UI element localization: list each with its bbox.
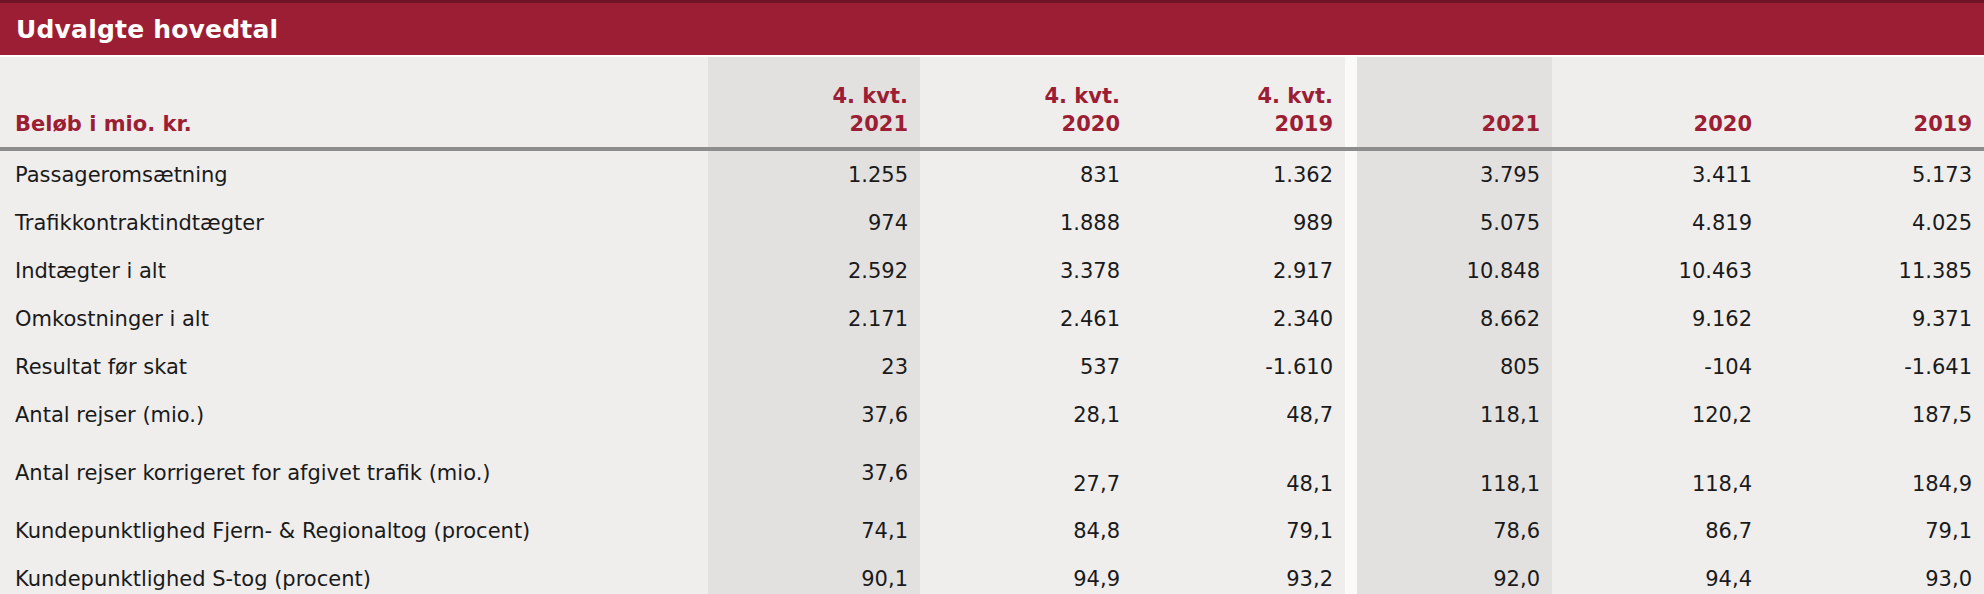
table-cell: 2.592 xyxy=(708,247,920,295)
table-cell: 9.371 xyxy=(1764,295,1984,343)
row-label: Omkostninger i alt xyxy=(0,295,708,343)
table-cell: 3.795 xyxy=(1357,149,1552,199)
col-header-2020: 2020 xyxy=(1552,57,1764,149)
table-row: Antal rejser korrigeret for afgivet traf… xyxy=(0,439,1984,507)
table-cell: 831 xyxy=(920,149,1132,199)
col-header-q4-2019: 4. kvt.2019 xyxy=(1132,57,1345,149)
row-label: Antal rejser korrigeret for afgivet traf… xyxy=(0,439,708,507)
table-cell: 48,7 xyxy=(1132,391,1345,439)
table-cell: 5.173 xyxy=(1764,149,1984,199)
table-cell: 90,1 xyxy=(708,555,920,594)
col-header-q4-2021: 4. kvt.2021 xyxy=(708,57,920,149)
table-cell: 10.848 xyxy=(1357,247,1552,295)
table-cell: 989 xyxy=(1132,199,1345,247)
table-cell: 37,6 xyxy=(708,391,920,439)
table-cell: 2.340 xyxy=(1132,295,1345,343)
table-cell: 4.819 xyxy=(1552,199,1764,247)
table-cell: 86,7 xyxy=(1552,507,1764,555)
table-cell: 118,1 xyxy=(1357,439,1552,507)
column-group-spacer xyxy=(1345,57,1357,149)
column-group-spacer xyxy=(1345,391,1357,439)
column-group-spacer xyxy=(1345,149,1357,199)
table-cell: 48,1 xyxy=(1132,439,1345,507)
table-cell: 2.171 xyxy=(708,295,920,343)
table-cell: 93,0 xyxy=(1764,555,1984,594)
table-cell: 537 xyxy=(920,343,1132,391)
table-cell: 1.362 xyxy=(1132,149,1345,199)
column-group-spacer xyxy=(1345,439,1357,507)
table-cell: 974 xyxy=(708,199,920,247)
table-cell: 84,8 xyxy=(920,507,1132,555)
table-cell: 10.463 xyxy=(1552,247,1764,295)
table-cell: 92,0 xyxy=(1357,555,1552,594)
col-header-2021: 2021 xyxy=(1357,57,1552,149)
table-cell: 23 xyxy=(708,343,920,391)
column-group-spacer xyxy=(1345,507,1357,555)
table-cell: 93,2 xyxy=(1132,555,1345,594)
table-row: Omkostninger i alt2.1712.4612.3408.6629.… xyxy=(0,295,1984,343)
column-group-spacer xyxy=(1345,555,1357,594)
table-row: Resultat før skat23537-1.610805-104-1.64… xyxy=(0,343,1984,391)
table-cell: 79,1 xyxy=(1764,507,1984,555)
table-cell: 78,6 xyxy=(1357,507,1552,555)
table-cell: 94,9 xyxy=(920,555,1132,594)
column-group-spacer xyxy=(1345,247,1357,295)
table-row: Kundepunktlighed Fjern- & Regionaltog (p… xyxy=(0,507,1984,555)
table-cell: 11.385 xyxy=(1764,247,1984,295)
column-group-spacer xyxy=(1345,199,1357,247)
table-cell: 3.378 xyxy=(920,247,1132,295)
row-label: Passageromsætning xyxy=(0,149,708,199)
table-cell: 184,9 xyxy=(1764,439,1984,507)
section-title: Udvalgte hovedtal xyxy=(16,17,278,42)
key-figures-table: Beløb i mio. kr. 4. kvt.20214. kvt.20204… xyxy=(0,57,1984,594)
report-page: Udvalgte hovedtal Beløb i mio. kr. 4. kv… xyxy=(0,0,1984,594)
row-label: Kundepunktlighed Fjern- & Regionaltog (p… xyxy=(0,507,708,555)
table-row: Trafikkontraktindtægter9741.8889895.0754… xyxy=(0,199,1984,247)
table-cell: 1.255 xyxy=(708,149,920,199)
table-cell: 8.662 xyxy=(1357,295,1552,343)
section-title-bar: Udvalgte hovedtal xyxy=(0,3,1984,57)
table-header-row: Beløb i mio. kr. 4. kvt.20214. kvt.20204… xyxy=(0,57,1984,149)
table-cell: 118,4 xyxy=(1552,439,1764,507)
table-cell: 27,7 xyxy=(920,439,1132,507)
table-cell: 74,1 xyxy=(708,507,920,555)
table-row: Indtægter i alt2.5923.3782.91710.84810.4… xyxy=(0,247,1984,295)
column-group-spacer xyxy=(1345,343,1357,391)
table-cell: 3.411 xyxy=(1552,149,1764,199)
row-label: Resultat før skat xyxy=(0,343,708,391)
row-label: Trafikkontraktindtægter xyxy=(0,199,708,247)
table-row: Passageromsætning1.2558311.3623.7953.411… xyxy=(0,149,1984,199)
table-cell: 805 xyxy=(1357,343,1552,391)
table-cell: 1.888 xyxy=(920,199,1132,247)
table-cell: 4.025 xyxy=(1764,199,1984,247)
table-cell: 37,6 xyxy=(708,439,920,507)
table-body: Passageromsætning1.2558311.3623.7953.411… xyxy=(0,149,1984,594)
table-cell: 9.162 xyxy=(1552,295,1764,343)
table-cell: 187,5 xyxy=(1764,391,1984,439)
column-group-spacer xyxy=(1345,295,1357,343)
table-cell: 120,2 xyxy=(1552,391,1764,439)
row-label: Indtægter i alt xyxy=(0,247,708,295)
table-cell: -104 xyxy=(1552,343,1764,391)
table-cell: 79,1 xyxy=(1132,507,1345,555)
col-header-q4-2020: 4. kvt.2020 xyxy=(920,57,1132,149)
table-cell: 2.461 xyxy=(920,295,1132,343)
table-row: Antal rejser (mio.)37,628,148,7118,1120,… xyxy=(0,391,1984,439)
table-cell: 94,4 xyxy=(1552,555,1764,594)
table-cell: -1.610 xyxy=(1132,343,1345,391)
table-cell: 5.075 xyxy=(1357,199,1552,247)
table-cell: 28,1 xyxy=(920,391,1132,439)
table-row: Kundepunktlighed S-tog (procent)90,194,9… xyxy=(0,555,1984,594)
row-label: Kundepunktlighed S-tog (procent) xyxy=(0,555,708,594)
table-cell: 118,1 xyxy=(1357,391,1552,439)
col-header-2019: 2019 xyxy=(1764,57,1984,149)
table-cell: 2.917 xyxy=(1132,247,1345,295)
amounts-unit-header: Beløb i mio. kr. xyxy=(0,57,708,149)
table-cell: -1.641 xyxy=(1764,343,1984,391)
row-label: Antal rejser (mio.) xyxy=(0,391,708,439)
